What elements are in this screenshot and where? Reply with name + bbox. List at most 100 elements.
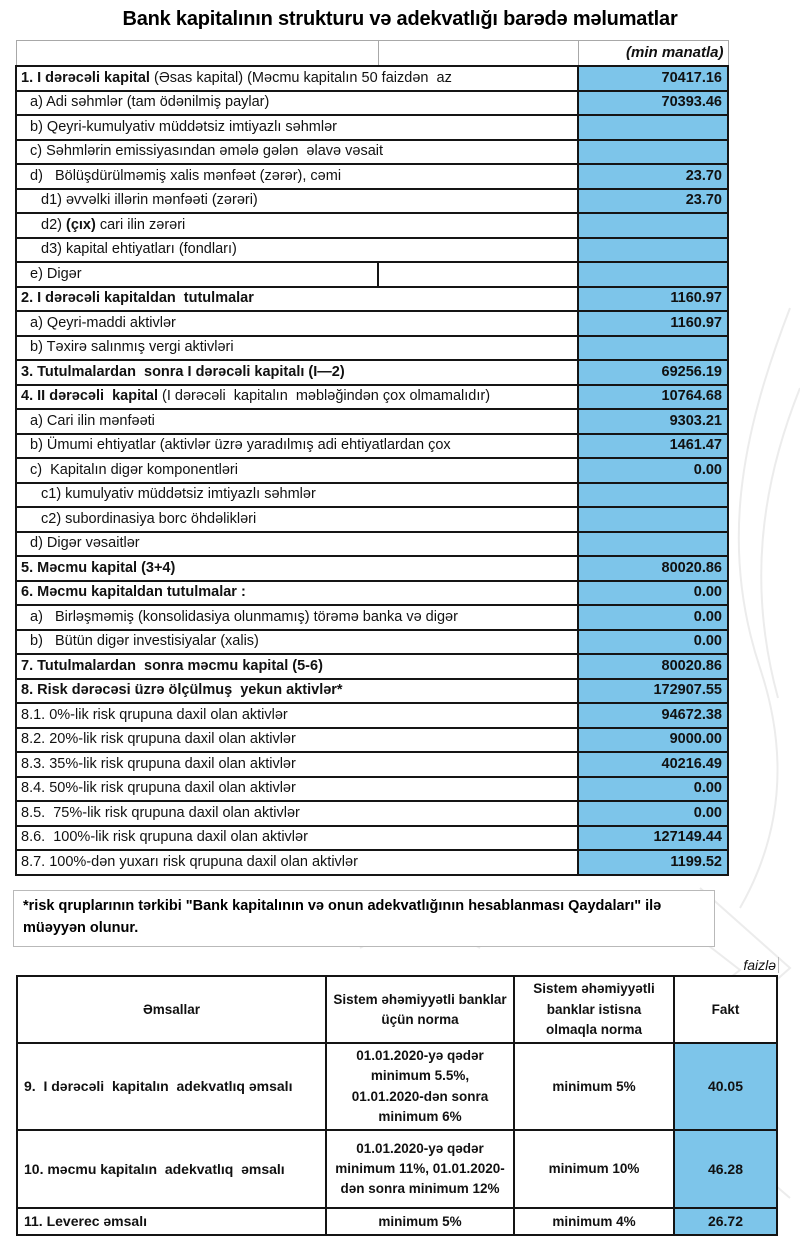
row-label: 4. II dərəcəli kapital (I dərəcəli kapit… (15, 383, 579, 410)
row-label-segment: d2) (41, 216, 66, 233)
row-label: 8.7. 100%-dən yuxarı risk qrupuna daxil … (15, 849, 579, 876)
row-label: d) Digər vəsaitlər (15, 530, 579, 557)
row-value: 127149.44 (577, 824, 729, 851)
risk-groups-footnote: *risk qruplarının tərkibi "Bank kapitalı… (13, 889, 715, 948)
row-value: 0.00 (577, 579, 729, 606)
row-label-segment: d3) kapital ehtiyatları (fondları) (41, 241, 237, 258)
header-norm-systemic: Sistem əhəmiyyətli banklar üçün norma (325, 975, 515, 1045)
table-row: a) Adi səhmlər (tam ödənilmiş paylar) 703… (15, 89, 729, 116)
row-value: 1160.97 (577, 310, 729, 337)
row-label-segment: 8.7. 100%-dən yuxarı risk qrupuna daxil … (21, 853, 358, 870)
row-label: e) Digər (15, 261, 379, 288)
row-label-segment: b) Bütün digər investisiyalar (xalis) (30, 633, 259, 650)
table-row: c1) kumulyativ müddətsiz imtiyazlı səhml… (15, 481, 729, 508)
page-title: Bank kapitalının strukturu və adekvatlığ… (122, 8, 678, 30)
table-row: c) Kapitalın digər komponentləri 0.00 (15, 457, 729, 484)
row-label-segment: c) Səhmlərin emissiyasından əmələ gələn … (30, 143, 384, 160)
row-value (577, 212, 729, 239)
row-label: a) Qeyri-maddi aktivlər (15, 310, 579, 337)
table-row: b) Bütün digər investisiyalar (xalis) 0.0… (15, 628, 729, 655)
row-value: 69256.19 (577, 359, 729, 386)
row-label: c) Səhmlərin emissiyasından əmələ gələn … (15, 138, 579, 165)
row-label-segment: d1) əvvəlki illərin mənfəəti (zərəri) (41, 192, 258, 209)
row-label: 5. Məcmu kapital (3+4) (15, 555, 579, 582)
row-label: d) Bölüşdürülməmiş xalis mənfəət (zərər)… (15, 163, 579, 190)
row-label-bold-segment: (çıx) (66, 216, 96, 233)
row-value (577, 530, 729, 557)
ratio-norm-systemic: 01.01.2020-yə qədər minimum 11%, 01.01.2… (325, 1129, 515, 1210)
table-row: d) Digər vəsaitlər (15, 530, 729, 557)
row-value: 1461.47 (577, 432, 729, 459)
row-value: 0.00 (577, 628, 729, 655)
table-row: d2) (çıx) cari ilin zərəri (15, 212, 729, 239)
row-value (577, 334, 729, 361)
row-value (577, 236, 729, 263)
row-value: 70393.46 (577, 89, 729, 116)
table-row: 8.4. 50%-lik risk qrupuna daxil olan akt… (15, 775, 729, 802)
unit-label: (min manatla) (577, 40, 729, 67)
table-row: a) Cari ilin mənfəəti 9303.21 (15, 408, 729, 435)
table-row: 4. II dərəcəli kapital (I dərəcəli kapit… (15, 383, 729, 410)
row-value: 0.00 (577, 800, 729, 827)
ratio-fakt-value: 40.05 (673, 1042, 778, 1132)
row-label: 8.1. 0%-lik risk qrupuna daxil olan akti… (15, 702, 579, 729)
table-row: b) Təxirə salınmış vergi aktivləri (15, 334, 729, 361)
row-label-segment: a) Adi səhmlər (tam ödənilmiş paylar) (30, 94, 270, 111)
row-label-segment: c2) subordinasiya borc öhdəlikləri (41, 510, 257, 527)
row-value (577, 261, 729, 288)
row-value (577, 481, 729, 508)
row-label-segment: 8.4. 50%-lik risk qrupuna daxil olan akt… (21, 780, 296, 797)
row-value: 80020.86 (577, 653, 729, 680)
row-label-segment: 8.2. 20%-lik risk qrupuna daxil olan akt… (21, 731, 296, 748)
row-label: d1) əvvəlki illərin mənfəəti (zərəri) (15, 187, 579, 214)
row-label-bold-segment: 7. Tutulmalardan sonra məcmu kapital (5-… (21, 657, 323, 674)
ratio-row: 9. I dərəcəli kapitalın adekvatlıq əmsal… (16, 1042, 778, 1132)
row-value: 10764.68 (577, 383, 729, 410)
row-label: 8.4. 50%-lik risk qrupuna daxil olan akt… (15, 775, 579, 802)
table-row: 3. Tutulmalardan sonra I dərəcəli kapita… (15, 359, 729, 386)
table-row: d1) əvvəlki illərin mənfəəti (zərəri) 23.… (15, 187, 729, 214)
table-row: c) Səhmlərin emissiyasından əmələ gələn … (15, 138, 729, 165)
row-label-bold-segment: 3. Tutulmalardan sonra I dərəcəli kapita… (21, 363, 345, 380)
table-row: 6. Məcmu kapitaldan tutulmalar : 0.00 (15, 579, 729, 606)
row-label-segment: (I dərəcəli kapitalın məbləğindən çox ol… (158, 388, 491, 405)
row-label-spacer-cell (377, 261, 579, 288)
row-label-bold-segment: 5. Məcmu kapital (3+4) (21, 559, 176, 576)
table-row: b) Qeyri-kumulyativ müddətsiz imtiyazlı … (15, 114, 729, 141)
row-label: a) Birləşməmiş (konsolidasiya olunmamış)… (15, 604, 579, 631)
row-label: c) Kapitalın digər komponentləri (15, 457, 579, 484)
table-row: 8.7. 100%-dən yuxarı risk qrupuna daxil … (15, 849, 729, 876)
ratio-label: 10. məcmu kapitalın adekvatlıq əmsalı (16, 1129, 327, 1210)
capital-table-body: (min manatla) 1. I dərəcəli kapital (Əsa… (15, 40, 729, 876)
row-value: 80020.86 (577, 555, 729, 582)
ratio-norm-systemic: 01.01.2020-yə qədər minimum 5.5%, 01.01.… (325, 1042, 515, 1132)
row-label-segment: (Əsas kapital) (Məcmu kapitalın 50 faizd… (149, 69, 452, 86)
row-value: 9303.21 (577, 408, 729, 435)
row-label: a) Adi səhmlər (tam ödənilmiş paylar) (15, 89, 579, 116)
row-label: 8.3. 35%-lik risk qrupuna daxil olan akt… (15, 751, 579, 778)
table-row: d3) kapital ehtiyatları (fondları) (15, 236, 729, 263)
table-row: 7. Tutulmalardan sonra məcmu kapital (5-… (15, 653, 729, 680)
row-label-bold-segment: 4. II dərəcəli kapital (21, 388, 159, 405)
row-value: 9000.00 (577, 726, 729, 753)
table-row: 8.6. 100%-lik risk qrupuna daxil olan ak… (15, 824, 729, 851)
row-label-segment: a) Birləşməmiş (konsolidasiya olunmamış)… (30, 608, 458, 625)
row-label-segment: 8.6. 100%-lik risk qrupuna daxil olan ak… (21, 829, 308, 846)
header-fakt: Fakt (673, 975, 778, 1045)
row-label-segment: 8.3. 35%-lik risk qrupuna daxil olan akt… (21, 755, 296, 772)
row-value: 172907.55 (577, 677, 729, 704)
row-label: 7. Tutulmalardan sonra məcmu kapital (5-… (15, 653, 579, 680)
row-value: 0.00 (577, 775, 729, 802)
row-label-segment: 8.1. 0%-lik risk qrupuna daxil olan akti… (21, 706, 288, 723)
row-label: b) Qeyri-kumulyativ müddətsiz imtiyazlı … (15, 114, 579, 141)
row-label: d2) (çıx) cari ilin zərəri (15, 212, 579, 239)
table-row: 2. I dərəcəli kapitaldan tutulmalar 1160.… (15, 285, 729, 312)
table-row: 8. Risk dərəcəsi üzrə ölçülmuş yekun akt… (15, 677, 729, 704)
table-row: 8.2. 20%-lik risk qrupuna daxil olan akt… (15, 726, 729, 753)
row-value: 94672.38 (577, 702, 729, 729)
row-label-segment: d) Digər vəsaitlər (30, 535, 140, 552)
row-label: 6. Məcmu kapitaldan tutulmalar : (15, 579, 579, 606)
row-label: a) Cari ilin mənfəəti (15, 408, 579, 435)
table-row: a) Qeyri-maddi aktivlər 1160.97 (15, 310, 729, 337)
row-label: 8.2. 20%-lik risk qrupuna daxil olan akt… (15, 726, 579, 753)
